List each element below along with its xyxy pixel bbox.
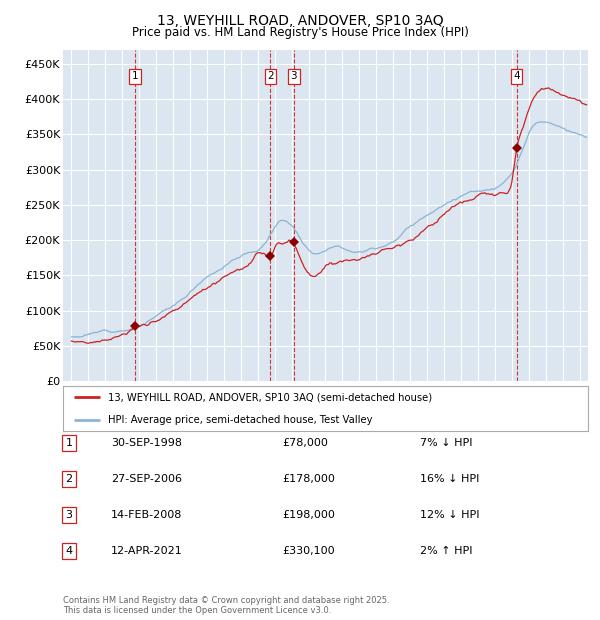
Text: 27-SEP-2006: 27-SEP-2006 bbox=[111, 474, 182, 484]
Text: 1: 1 bbox=[65, 438, 73, 448]
Text: 2% ↑ HPI: 2% ↑ HPI bbox=[420, 546, 473, 556]
Text: 3: 3 bbox=[65, 510, 73, 520]
Text: 4: 4 bbox=[513, 71, 520, 81]
Text: 2: 2 bbox=[65, 474, 73, 484]
Text: 13, WEYHILL ROAD, ANDOVER, SP10 3AQ: 13, WEYHILL ROAD, ANDOVER, SP10 3AQ bbox=[157, 14, 443, 28]
Text: Price paid vs. HM Land Registry's House Price Index (HPI): Price paid vs. HM Land Registry's House … bbox=[131, 26, 469, 39]
Text: 7% ↓ HPI: 7% ↓ HPI bbox=[420, 438, 473, 448]
Text: £330,100: £330,100 bbox=[282, 546, 335, 556]
Text: 3: 3 bbox=[290, 71, 297, 81]
Text: 12% ↓ HPI: 12% ↓ HPI bbox=[420, 510, 479, 520]
Text: 30-SEP-1998: 30-SEP-1998 bbox=[111, 438, 182, 448]
Text: 16% ↓ HPI: 16% ↓ HPI bbox=[420, 474, 479, 484]
Text: 13, WEYHILL ROAD, ANDOVER, SP10 3AQ (semi-detached house): 13, WEYHILL ROAD, ANDOVER, SP10 3AQ (sem… bbox=[107, 392, 432, 402]
Text: £198,000: £198,000 bbox=[282, 510, 335, 520]
Text: £78,000: £78,000 bbox=[282, 438, 328, 448]
Text: 2: 2 bbox=[267, 71, 274, 81]
Text: £178,000: £178,000 bbox=[282, 474, 335, 484]
Text: 14-FEB-2008: 14-FEB-2008 bbox=[111, 510, 182, 520]
Text: HPI: Average price, semi-detached house, Test Valley: HPI: Average price, semi-detached house,… bbox=[107, 415, 372, 425]
Text: 4: 4 bbox=[65, 546, 73, 556]
Text: 12-APR-2021: 12-APR-2021 bbox=[111, 546, 183, 556]
Text: Contains HM Land Registry data © Crown copyright and database right 2025.
This d: Contains HM Land Registry data © Crown c… bbox=[63, 596, 389, 615]
Text: 1: 1 bbox=[131, 71, 138, 81]
